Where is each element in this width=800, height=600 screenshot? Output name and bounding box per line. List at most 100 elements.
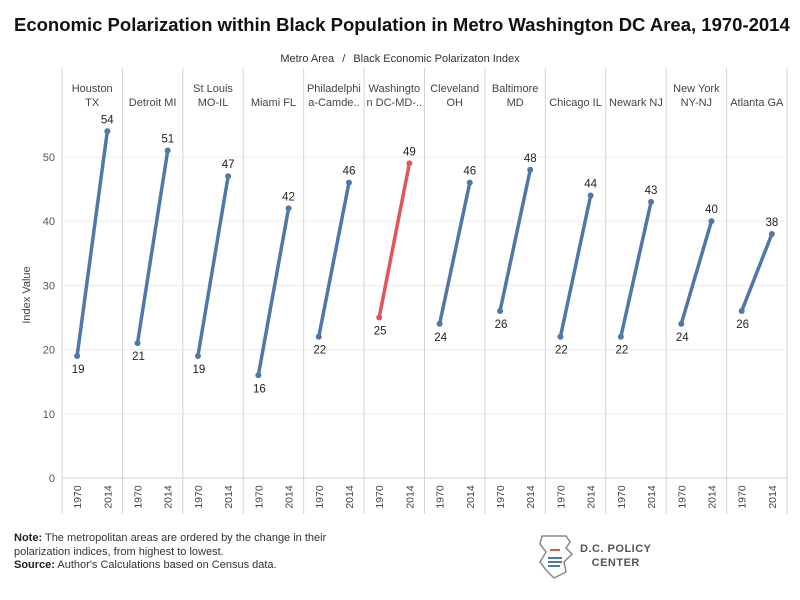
panel-label: Cleveland (430, 83, 479, 95)
data-label-1970: 24 (434, 332, 447, 344)
panel-label: Washingto (369, 83, 421, 95)
x-tick-label: 2014 (767, 485, 779, 509)
data-label-1970: 25 (374, 325, 387, 337)
x-tick-label: 1970 (133, 485, 145, 509)
x-tick-label: 1970 (495, 485, 507, 509)
panel-label: MO-IL (198, 97, 229, 109)
x-tick-label: 2014 (284, 485, 296, 509)
y-tick-label: 20 (43, 345, 55, 357)
data-label-2014: 49 (403, 146, 416, 158)
series-line (135, 148, 170, 345)
series-line (619, 200, 653, 339)
data-label-1970: 26 (736, 319, 749, 331)
data-point-1970 (738, 308, 745, 315)
panel-label: Atlanta GA (730, 97, 784, 109)
data-point-2014 (225, 173, 232, 180)
chart-area: 0 10 20 30 40 50 Index Value Houston TX 19 54 1970 2… (21, 68, 788, 514)
data-label-2014: 46 (343, 166, 356, 178)
data-point-2014 (648, 198, 655, 205)
data-label-2014: 42 (282, 191, 295, 203)
panel-label: New York (673, 83, 720, 95)
logo-line2: CENTER (591, 557, 640, 569)
data-label-1970: 16 (253, 383, 266, 395)
x-tick-label: 2014 (163, 485, 175, 509)
x-tick-label: 2014 (223, 485, 235, 509)
series-line (256, 206, 291, 378)
note-text: The metropolitan areas are ordered by th… (14, 532, 327, 558)
data-label-1970: 22 (313, 345, 326, 357)
series-line (498, 168, 532, 313)
data-label-1970: 22 (615, 345, 628, 357)
series-line (377, 161, 412, 320)
panel-label: Miami FL (251, 97, 296, 109)
y-tick-label: 50 (43, 152, 55, 164)
chart-header: Metro Area / Black Economic Polarizaton … (0, 53, 800, 65)
note-label: Note: (14, 532, 43, 544)
data-point-2014 (345, 179, 352, 186)
x-tick-label: 1970 (314, 485, 326, 509)
y-tick-label: 30 (43, 280, 55, 292)
x-tick-label: 2014 (525, 485, 537, 509)
data-label-1970: 19 (72, 364, 85, 376)
panel-label: MD (507, 97, 524, 109)
data-point-1970 (74, 353, 81, 359)
x-tick-label: 1970 (676, 485, 688, 509)
data-point-1970 (557, 333, 564, 340)
y-tick-label: 40 (43, 216, 55, 228)
panel-label: Chicago IL (549, 97, 602, 109)
data-label-1970: 19 (193, 364, 206, 376)
x-tick-label: 1970 (616, 485, 628, 509)
data-point-2014 (768, 231, 775, 237)
dc-policy-center-logo: D.C. POLICY CENTER (536, 532, 676, 582)
x-tick-label: 2014 (465, 485, 477, 509)
series-line (196, 174, 230, 358)
y-tick-label: 0 (49, 473, 55, 485)
source-text: Author's Calculations based on Census da… (57, 559, 277, 571)
data-point-1970 (678, 320, 685, 327)
data-label-2014: 40 (705, 204, 718, 216)
data-label-2014: 44 (584, 178, 597, 190)
panel-label: Baltimore (492, 83, 538, 95)
data-point-1970 (617, 333, 624, 340)
data-label-2014: 48 (524, 153, 537, 165)
source-label: Source: (14, 559, 55, 571)
x-tick-label: 2014 (646, 485, 658, 509)
data-point-2014 (406, 160, 413, 167)
y-tick-label: 10 (43, 409, 55, 421)
capitol-icon (539, 535, 574, 579)
x-tick-label: 2014 (586, 485, 598, 509)
x-tick-label: 1970 (72, 485, 84, 509)
panel-label: St Louis (193, 83, 233, 95)
data-point-2014 (587, 192, 594, 199)
x-tick-label: 1970 (374, 485, 386, 509)
x-tick-label: 1970 (555, 485, 567, 509)
data-point-1970 (255, 372, 262, 379)
data-label-2014: 47 (222, 159, 235, 171)
series-line (317, 180, 351, 339)
panel-label: Houston (72, 83, 113, 95)
data-label-2014: 43 (645, 185, 658, 197)
data-point-2014 (708, 218, 715, 225)
data-label-1970: 21 (132, 351, 145, 363)
panel-label: OH (446, 97, 463, 109)
data-point-2014 (466, 179, 473, 186)
data-point-2014 (285, 205, 292, 212)
data-point-1970 (497, 308, 504, 315)
x-tick-label: 2014 (344, 485, 356, 509)
data-label-2014: 38 (765, 217, 778, 229)
x-tick-label: 2014 (102, 485, 114, 509)
note-line: Note: The metropolitan areas are ordered… (14, 532, 374, 559)
data-label-1970: 22 (555, 345, 568, 357)
data-point-1970 (376, 314, 383, 321)
series-line (437, 180, 472, 326)
data-point-2014 (527, 166, 534, 173)
x-tick-label: 1970 (435, 485, 447, 509)
panel-label: TX (85, 97, 100, 109)
data-label-1970: 26 (495, 319, 508, 331)
panel-label: Newark NJ (609, 97, 663, 109)
series-line (75, 129, 110, 358)
series-line (558, 193, 593, 339)
footer-notes: Note: The metropolitan areas are ordered… (14, 532, 374, 573)
x-tick-label: 2014 (706, 485, 718, 509)
x-tick-label: 1970 (737, 485, 749, 509)
